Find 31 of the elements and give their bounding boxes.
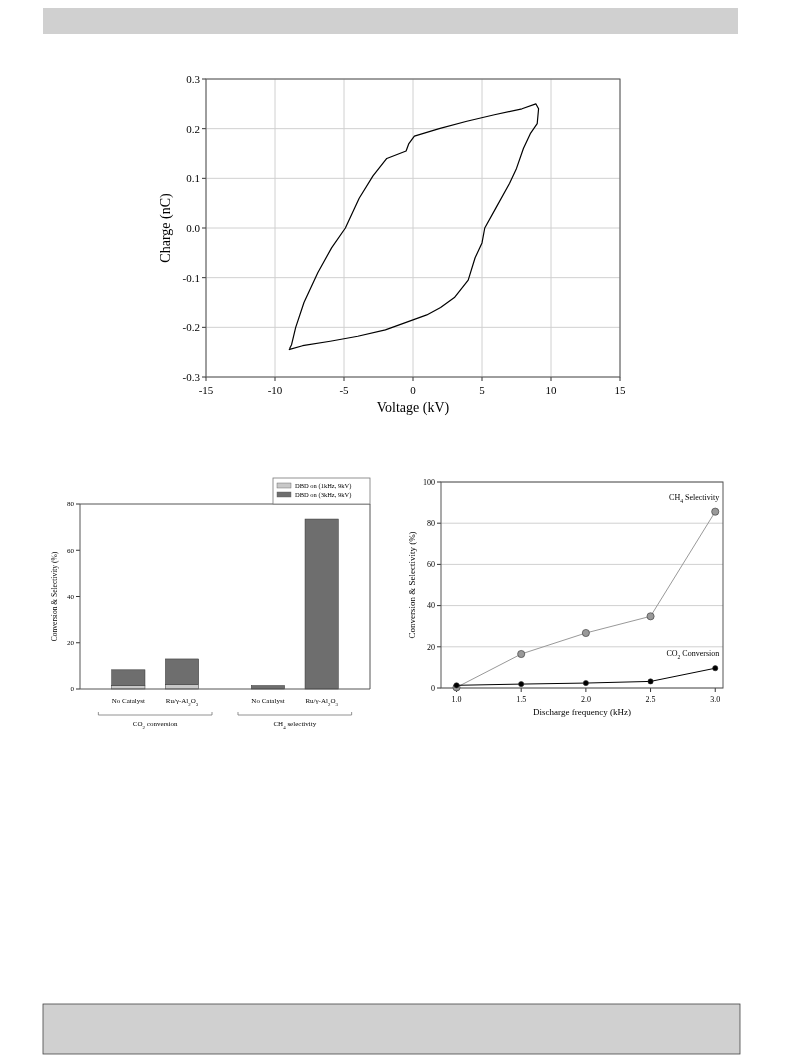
series-label: CH$_{4}$ Selectivity xyxy=(669,492,720,504)
x-tick-label: 0 xyxy=(410,384,417,396)
y-tick-label: 40 xyxy=(427,601,435,611)
x-tick-label: 10 xyxy=(545,384,557,396)
y-tick-label: 0 xyxy=(431,683,435,693)
y-tick-label: 20 xyxy=(427,642,435,652)
series-label: CO$_{2}$ Conversion xyxy=(666,649,720,661)
x-tick-label: 1.0 xyxy=(451,695,462,704)
x-tick-label: 15 xyxy=(614,384,626,396)
x-tick-label: 3.0 xyxy=(710,695,721,704)
y-tick-label: 0.2 xyxy=(186,122,200,135)
x-tick-label: -5 xyxy=(339,384,350,396)
x-tick-label: -10 xyxy=(267,384,283,396)
x-tick-label: 5 xyxy=(479,384,486,396)
y-tick-label: 0.1 xyxy=(186,172,200,185)
x-tick-label: 1.5 xyxy=(516,695,527,704)
x-tick-label: 2.0 xyxy=(580,695,591,704)
y-axis-title: Conversion & Selectivity (%) xyxy=(406,531,417,639)
y-tick-label: 0.0 xyxy=(186,221,201,234)
x-axis-title: Voltage (kV) xyxy=(376,400,450,416)
y-tick-label: 0.3 xyxy=(186,72,201,85)
y-tick-label: 80 xyxy=(427,519,435,528)
y-axis-title: Charge (nC) xyxy=(157,193,174,263)
x-tick-label: -15 xyxy=(198,384,214,396)
y-tick-label: -0.3 xyxy=(182,370,201,383)
y-tick-label: 100 xyxy=(423,477,435,487)
y-tick-label: 60 xyxy=(427,560,435,570)
y-tick-label: -0.2 xyxy=(182,321,200,334)
y-tick-label: -0.1 xyxy=(182,271,200,284)
x-tick-label: 2.5 xyxy=(645,695,656,704)
x-axis-title: Discharge frequency (kHz) xyxy=(533,707,631,717)
